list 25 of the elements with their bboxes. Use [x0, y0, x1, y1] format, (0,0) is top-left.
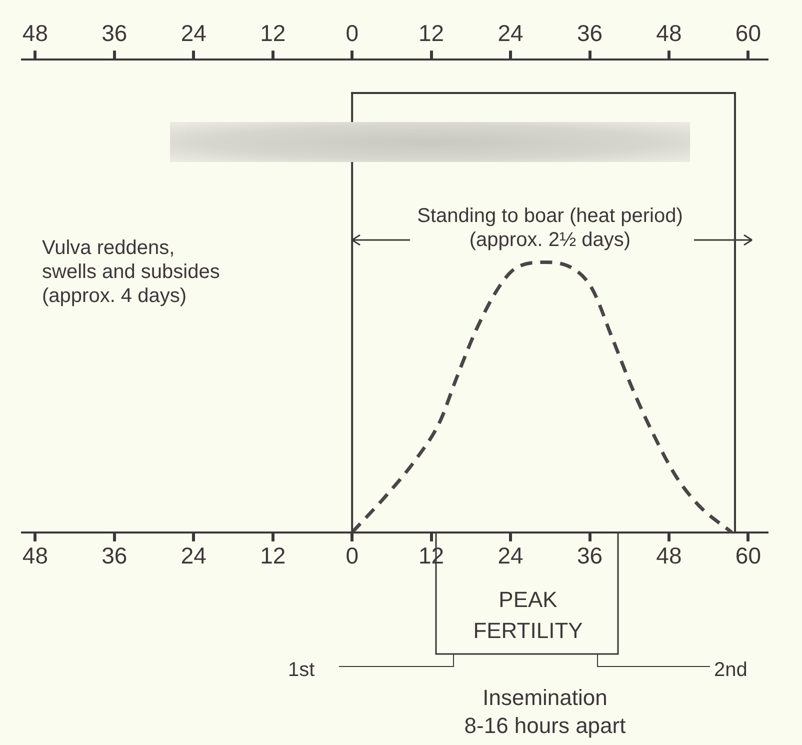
x2-tick-label: 36 — [576, 542, 603, 569]
text: Insemination 8-16 hours apart — [463, 684, 627, 740]
x2-tick-label: 36 — [102, 542, 128, 569]
x-tick-label: 60 — [735, 20, 761, 46]
x2-tick-label: 24 — [498, 542, 524, 569]
x-tick-label: 48 — [656, 20, 682, 46]
text: 2nd — [714, 658, 748, 682]
text: PEAK FERTILITY — [472, 586, 584, 645]
x-tick-label: 24 — [498, 20, 524, 46]
x-tick-label: 24 — [180, 20, 207, 46]
x-tick-label: 12 — [260, 20, 286, 46]
x2-tick-label: 48 — [656, 542, 682, 569]
text: 1st — [288, 658, 315, 682]
x2-tick-label: 24 — [180, 542, 207, 569]
x2-tick-label: 0 — [346, 542, 358, 569]
x-tick-label: 0 — [346, 20, 358, 46]
x-tick-label: 48 — [22, 20, 48, 46]
text: Standing to boar (heat period) (approx. 2½ days) — [416, 204, 684, 252]
x2-tick-label: 12 — [260, 542, 286, 569]
x-tick-label: 36 — [576, 20, 603, 46]
x-tick-label: 12 — [418, 20, 444, 46]
x-tick-label: 36 — [102, 20, 128, 46]
x2-tick-label: 48 — [22, 542, 48, 569]
annotation: Vulva reddens, swells and subsides (approx. 4 days) — [42, 236, 220, 308]
x2-tick-label: 60 — [735, 542, 761, 569]
